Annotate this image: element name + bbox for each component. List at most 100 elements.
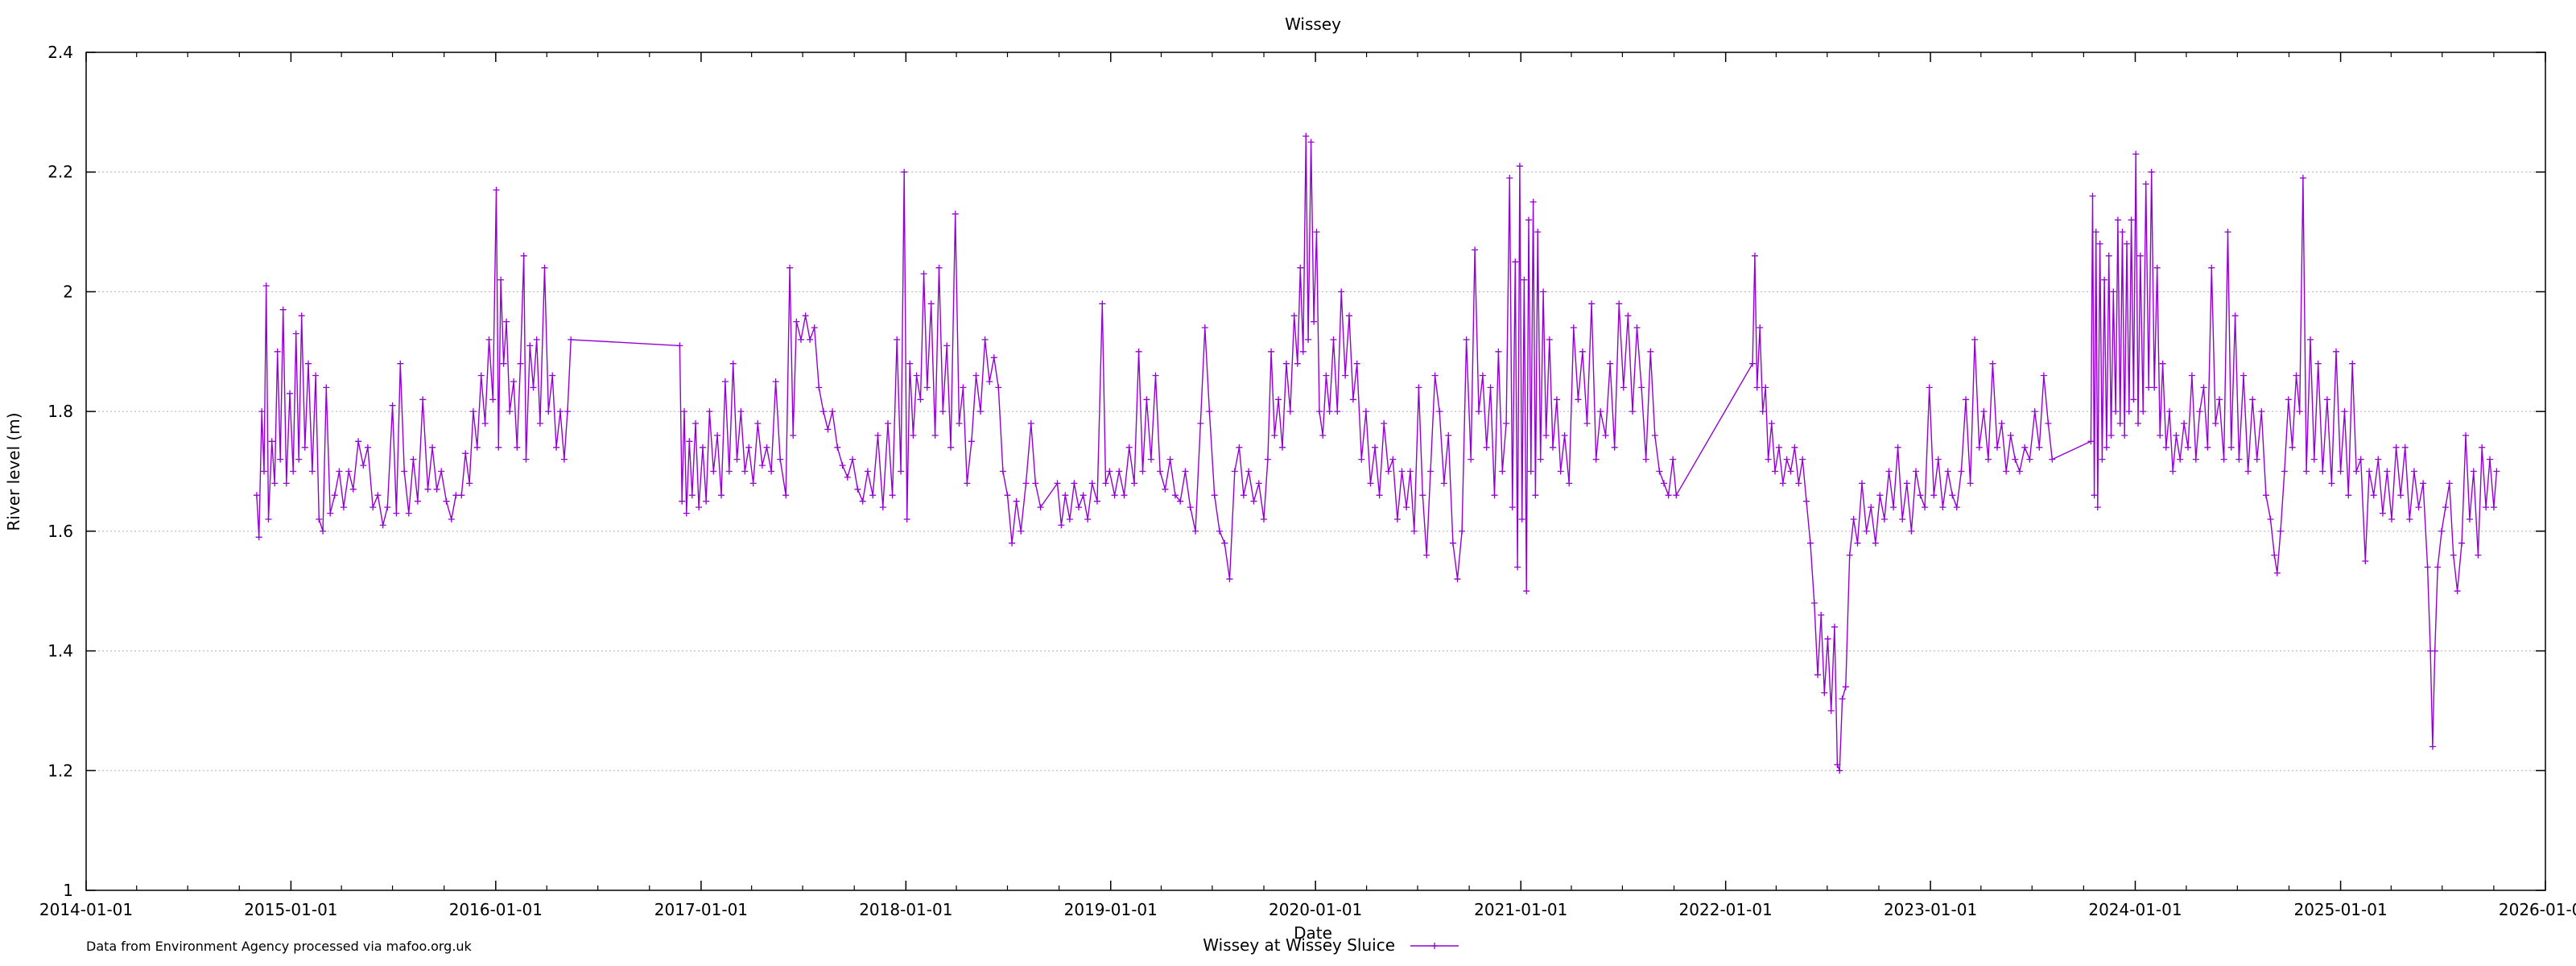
data-point	[1514, 564, 1521, 571]
data-point	[2375, 456, 2382, 463]
data-point	[1182, 468, 1189, 475]
data-point	[952, 210, 959, 217]
data-point	[986, 378, 993, 385]
data-point	[844, 473, 851, 481]
data-point	[2177, 456, 2184, 463]
data-point	[688, 492, 696, 499]
data-point	[1913, 468, 1919, 475]
data-point	[1121, 492, 1128, 499]
data-point	[1575, 396, 1582, 403]
data-point	[1116, 468, 1123, 475]
data-point	[1546, 336, 1553, 343]
data-point	[2310, 456, 2318, 463]
data-point	[793, 318, 800, 325]
data-point	[1009, 539, 1016, 547]
data-point	[1139, 468, 1146, 475]
data-point	[2262, 492, 2269, 499]
x-tick-label: 2017-01-01	[654, 900, 748, 919]
data-point	[999, 468, 1006, 475]
data-point	[477, 372, 485, 379]
data-point	[683, 510, 690, 517]
data-point	[1803, 497, 1810, 505]
data-point	[1949, 492, 1956, 499]
data-point	[2148, 168, 2155, 175]
data-point	[807, 336, 814, 343]
data-point	[943, 342, 951, 349]
data-point	[2007, 431, 2014, 439]
data-point	[349, 485, 357, 493]
data-point	[1197, 420, 1204, 427]
data-point	[1075, 504, 1082, 511]
data-point	[1775, 444, 1782, 451]
data-point	[2151, 384, 2158, 391]
data-point	[1206, 408, 1213, 415]
data-point	[910, 431, 917, 439]
y-tick-label: 2.4	[47, 43, 73, 62]
x-axis-label: Date	[1294, 923, 1332, 943]
data-point	[2410, 468, 2417, 475]
data-point	[374, 492, 382, 499]
data-point	[703, 497, 710, 505]
data-point	[854, 485, 861, 493]
data-point	[1751, 252, 1758, 259]
data-point	[1749, 360, 1757, 367]
data-point	[1372, 444, 1378, 451]
data-point	[2103, 444, 2110, 451]
data-point	[2466, 516, 2473, 522]
data-point	[1271, 431, 1278, 439]
data-point	[1431, 372, 1439, 379]
data-point	[1250, 497, 1257, 505]
data-point	[1814, 671, 1821, 679]
data-point	[1389, 456, 1397, 463]
data-point	[301, 444, 308, 451]
data-point	[1903, 480, 1910, 487]
data-point	[1192, 527, 1199, 535]
data-point	[2091, 492, 2098, 499]
data-point	[265, 516, 272, 522]
data-point	[336, 468, 343, 475]
data-point	[2135, 420, 2141, 427]
data-point	[1821, 689, 1828, 696]
data-point	[379, 522, 386, 529]
data-point	[1449, 539, 1456, 547]
data-point	[2021, 444, 2029, 451]
data-point	[1827, 707, 1835, 714]
data-point	[737, 408, 745, 415]
data-point	[1854, 539, 1861, 547]
data-point	[1403, 504, 1410, 511]
data-point	[1282, 360, 1290, 367]
data-point	[2458, 539, 2466, 547]
data-point	[2493, 468, 2500, 475]
data-point	[397, 360, 404, 367]
data-point	[2166, 408, 2173, 415]
data-point	[1472, 246, 1479, 254]
data-point	[964, 480, 971, 487]
data-point	[819, 408, 827, 415]
data-point	[939, 408, 947, 415]
data-point	[714, 431, 721, 439]
data-point	[1795, 480, 1802, 487]
data-point	[802, 312, 809, 320]
data-point	[869, 492, 877, 499]
data-point	[885, 420, 891, 427]
data-point	[1530, 198, 1537, 205]
data-point	[1346, 312, 1352, 320]
data-point	[2337, 468, 2344, 475]
data-point	[1542, 431, 1550, 439]
data-point	[1231, 468, 1238, 475]
data-point	[473, 444, 481, 451]
data-point	[1930, 492, 1938, 499]
data-point	[2415, 504, 2422, 511]
data-point	[1661, 480, 1667, 487]
data-point	[1427, 468, 1434, 475]
data-point	[811, 324, 818, 331]
data-point	[316, 516, 323, 522]
data-point	[923, 384, 931, 391]
data-point	[990, 354, 997, 361]
data-point	[2328, 480, 2335, 487]
data-point	[2392, 444, 2400, 451]
data-point	[2012, 456, 2019, 463]
data-point	[2244, 468, 2252, 475]
data-point	[1111, 492, 1118, 499]
data-point	[1022, 480, 1030, 487]
